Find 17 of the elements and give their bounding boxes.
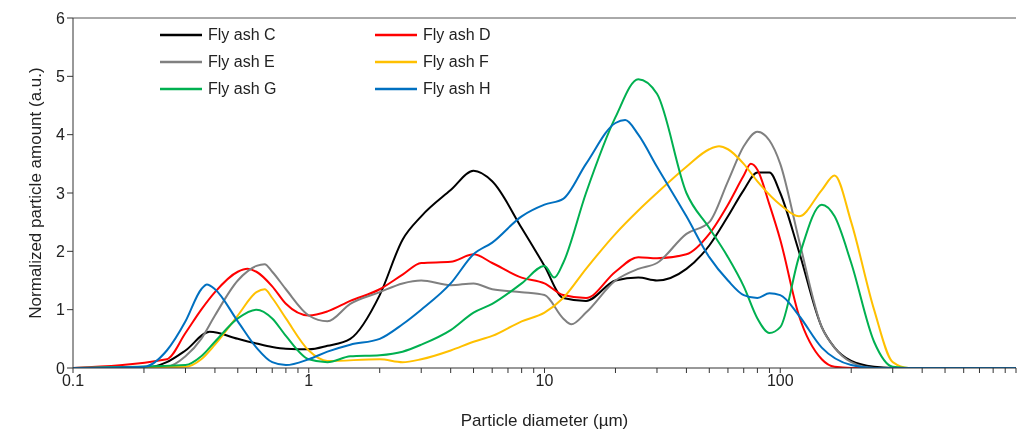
y-tick-label: 5	[56, 68, 66, 86]
y-tick-label: 4	[56, 126, 66, 144]
x-tick-label: 1	[304, 372, 314, 390]
legend-label: Fly ash C	[208, 26, 276, 44]
x-tick-label: 100	[766, 372, 794, 390]
x-axis-title: Particle diameter (µm)	[460, 411, 629, 431]
y-tick-label: 6	[56, 9, 66, 27]
legend-label: Fly ash D	[423, 26, 491, 44]
y-tick-label: 3	[56, 184, 66, 202]
legend-label: Fly ash E	[208, 53, 275, 71]
y-tick-label: 2	[56, 243, 66, 261]
legend-label: Fly ash F	[423, 53, 489, 71]
x-tick-label: 10	[535, 372, 554, 390]
legend-label: Fly ash G	[208, 80, 277, 98]
legend-label: Fly ash H	[423, 80, 491, 98]
y-tick-label: 1	[56, 301, 66, 319]
y-axis-title: Normalized particle amount (a.u.)	[26, 67, 46, 319]
